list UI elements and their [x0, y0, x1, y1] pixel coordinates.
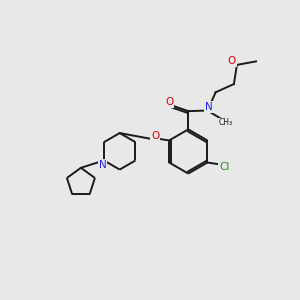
- Text: O: O: [227, 56, 236, 66]
- Text: Cl: Cl: [219, 162, 230, 172]
- Text: N: N: [98, 160, 106, 170]
- Text: O: O: [165, 97, 174, 107]
- Text: N: N: [205, 102, 213, 112]
- Text: O: O: [151, 131, 159, 141]
- Text: CH₃: CH₃: [219, 118, 233, 127]
